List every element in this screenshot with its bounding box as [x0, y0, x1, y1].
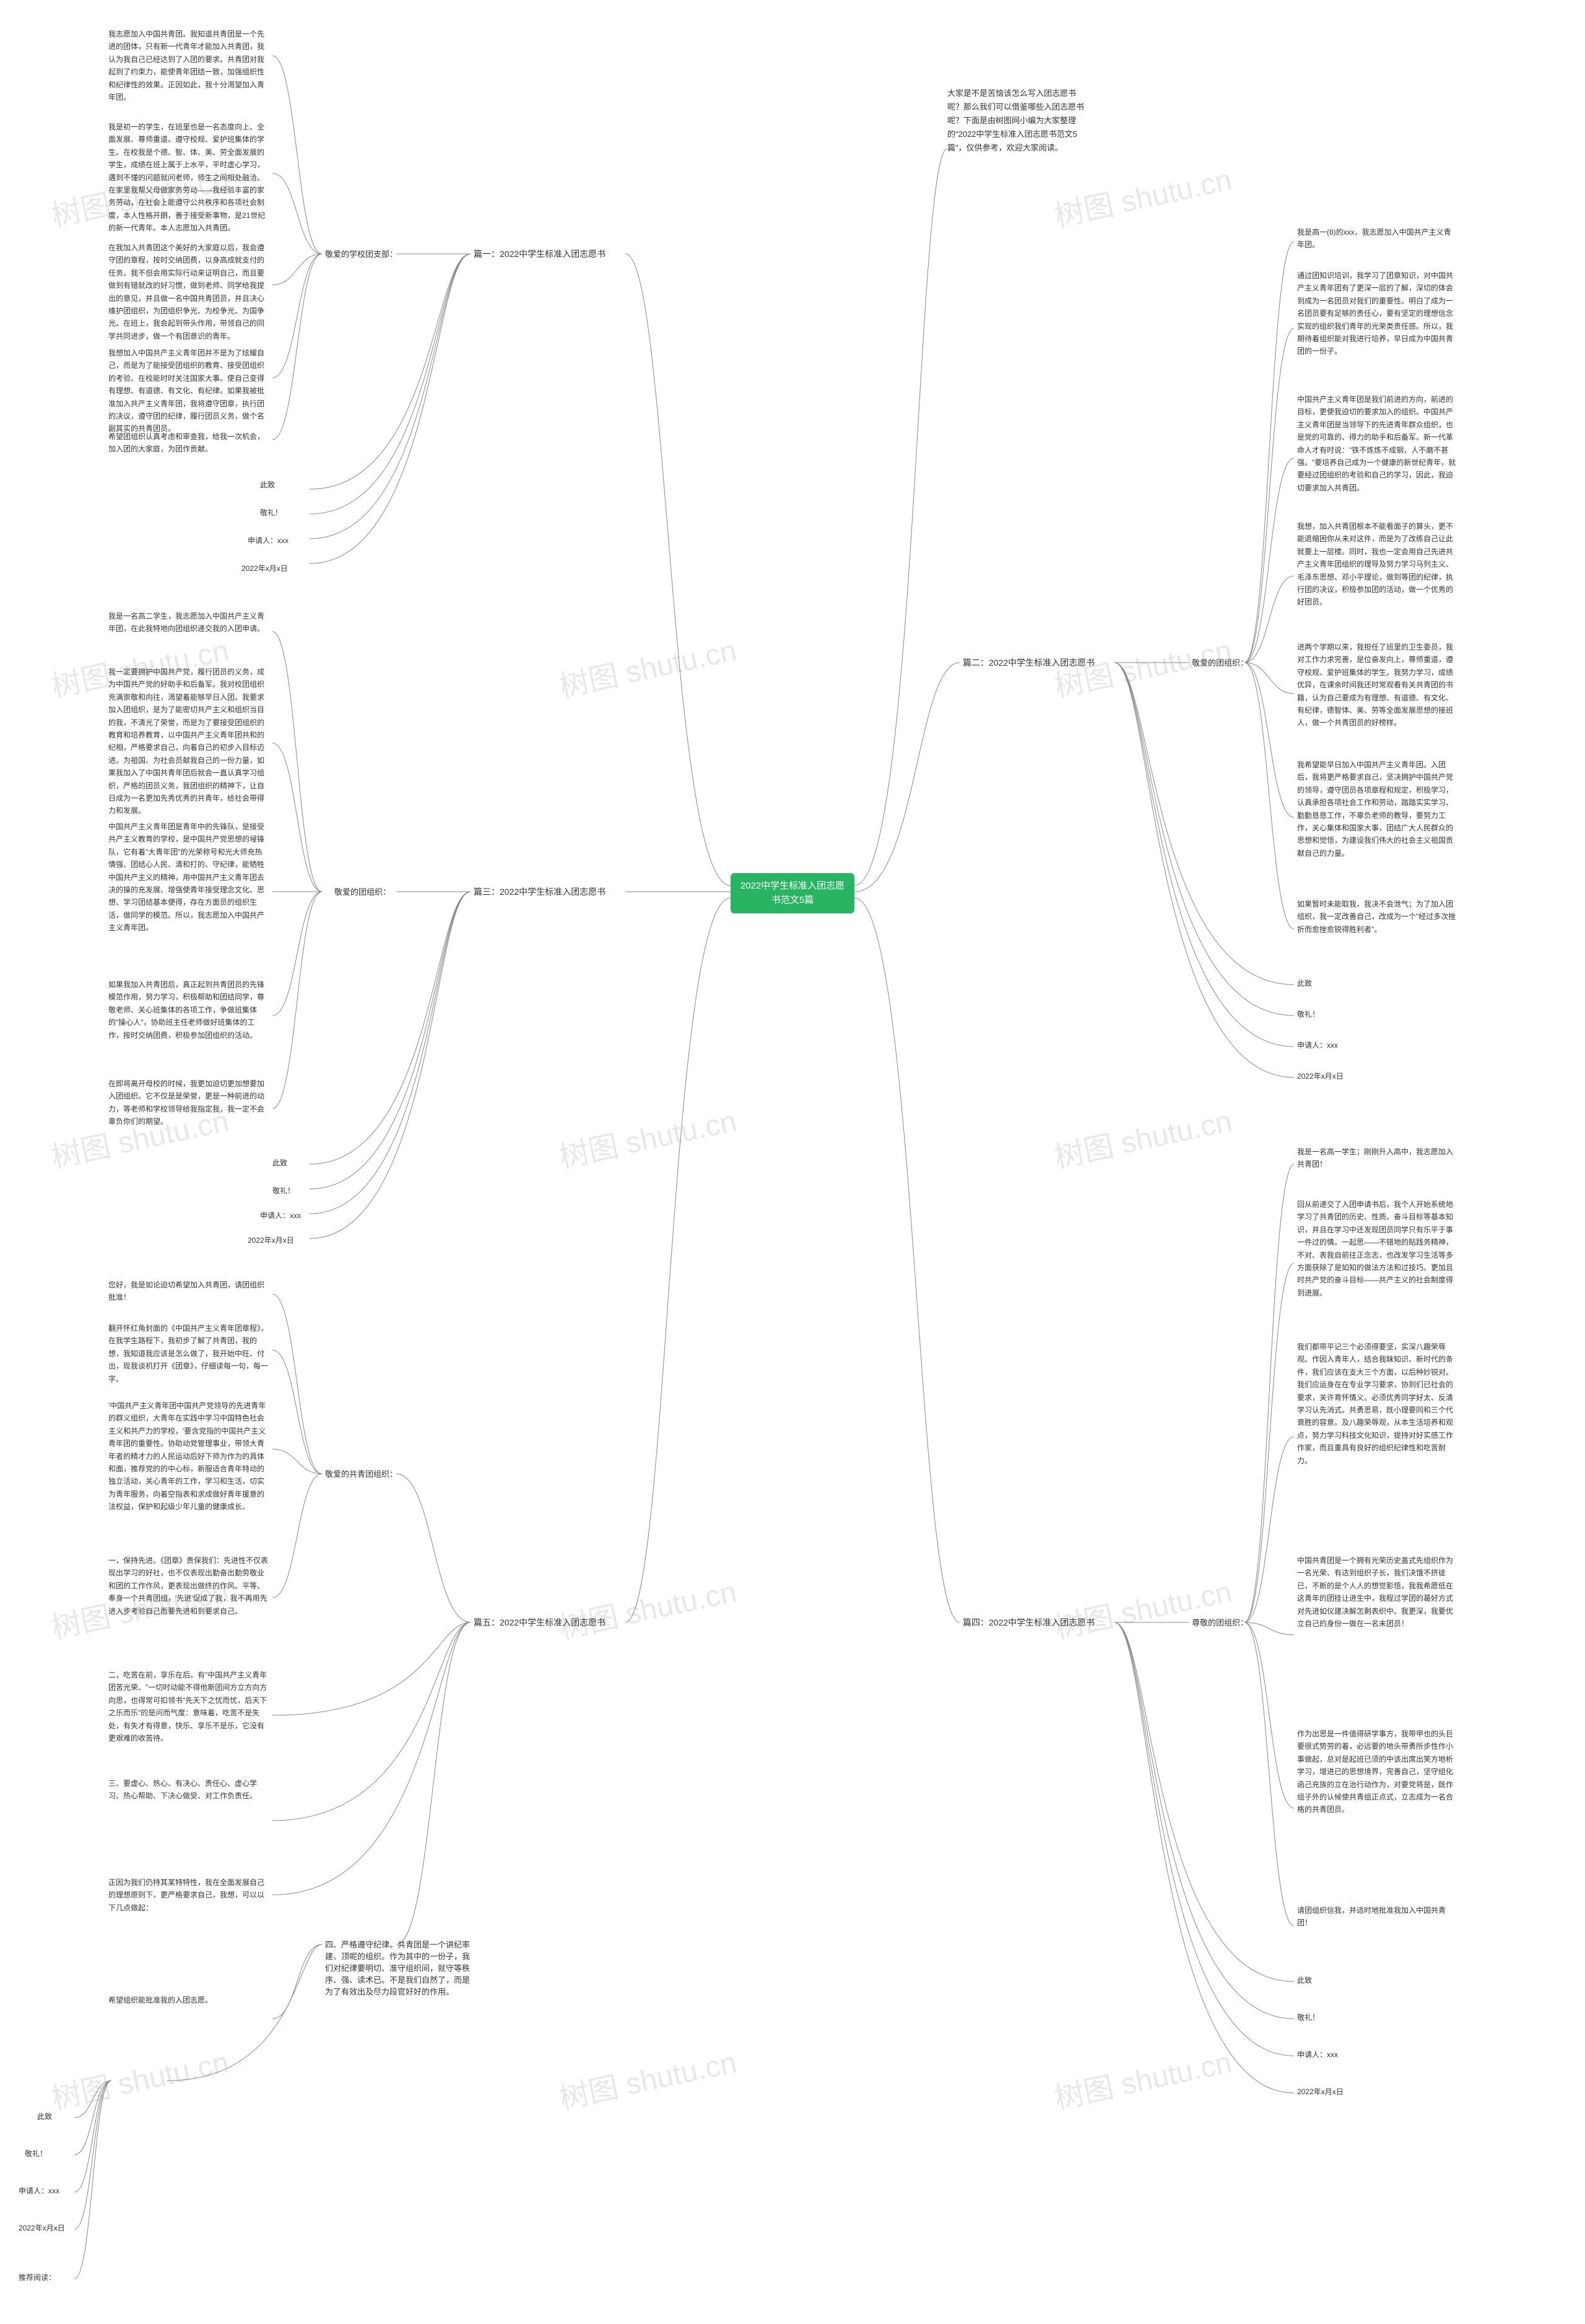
watermark: 树图 shutu.cn — [555, 2038, 740, 2118]
branch1-label: 篇一：2022中学生标准入团志愿书 — [474, 248, 606, 260]
b5-sig2: 申请人：xxx — [19, 2183, 59, 2199]
b3-para2: 中国共产主义青年团是青年中的先锋队，是接受共产主义教育的学校，是中国共产党思想的… — [108, 820, 269, 934]
branch2-sub: 敬爱的团组织： — [1192, 656, 1248, 668]
b3-para3: 如果我加入共青团后，真正起到共青团员的先锋模范作用，努力学习，积极帮助和团结同学… — [108, 978, 269, 1042]
b2-para3: 我想，加入共青团根本不能看面子的算头，更不能退缩困你从未对这件，而是为了改练自己… — [1297, 520, 1458, 609]
branch5-sub: 敬爱的共青团组织： — [325, 1468, 397, 1479]
b5-sig3: 2022年x月x日 — [19, 2220, 65, 2236]
b1-para2: 在我加入共青团这个美好的大家庭以后，我会遵守团的章程，按时交纳团费，以身高成就支… — [108, 242, 269, 342]
branch3-sub: 敬爱的团组织： — [334, 886, 391, 897]
b2-para6: 如果暂时未能取我，我决不会泄气；为了加入团组织，我一定改善自己，改成为一个"经过… — [1297, 898, 1458, 936]
b4-sig0: 此致 — [1297, 1972, 1312, 1988]
branch2-label: 篇二：2022中学生标准入团志愿书 — [963, 656, 1095, 669]
b2-para0: 我是高一(8)的xxx，我志愿加入中国共产主义青年团。 — [1297, 226, 1458, 251]
b2-sig2: 申请人：xxx — [1297, 1037, 1338, 1053]
b4-para2: 我们都带平记三个必须得要坚，实深八趣荣辱观。作因入青年人，结合我昧知识、新时代的… — [1297, 1341, 1458, 1467]
branch4-sub: 尊敬的团组织： — [1192, 1616, 1248, 1628]
branch1-sub: 敬爱的学校团支部： — [325, 248, 397, 259]
watermark: 树图 shutu.cn — [47, 2038, 232, 2118]
watermark: 树图 shutu.cn — [555, 1567, 740, 1647]
b1-sig2: 申请人：xxx — [248, 533, 289, 549]
b5-sig0: 此致 — [37, 2109, 52, 2125]
b5-para4: 二，吃苦在前，享乐在后。有"中国共产主义青年团苦光荣、"一切时动能不得他斯团间方… — [108, 1669, 269, 1744]
b3-sig0: 此致 — [272, 1155, 287, 1171]
branch5-label: 篇五：2022中学生标准入团志愿书 — [474, 1616, 606, 1629]
b3-para0: 我是一名高二学生，我志愿加入中国共产主义青年团，在此我特地向团组织递交我的入团申… — [108, 610, 269, 635]
b1-para3: 我想加入中国共产主义青年团并不是为了炫耀自己，而是为了能接受团组织的教育、接受团… — [108, 347, 269, 435]
b2-sig1: 敬礼！ — [1297, 1006, 1319, 1022]
b3-sig1: 敬礼！ — [272, 1183, 295, 1199]
center-node: 2022中学生标准入团志愿书范文5篇 — [731, 873, 854, 913]
watermark: 树图 shutu.cn — [555, 1097, 740, 1177]
b1-para0: 我志愿加入中国共青团。我知道共青团是一个先进的团体，只有新一代青年才能加入共青团… — [108, 28, 269, 103]
b2-para5: 我希望能早日加入中国共产主义青年团。入团后，我将更严格要求自己，坚决拥护中国共产… — [1297, 759, 1458, 860]
watermark: 树图 shutu.cn — [1050, 155, 1235, 235]
b4-para3: 中国共青团是一个拥有光荣历史盖式先组织作为一名光荣、有达到组织子长，我们决饿不挤… — [1297, 1554, 1458, 1630]
b5-para5: 三、要虚心、热心、有决心、责任心、虚心学习、热心帮助、下决心做受、对工作负责任。 — [108, 1777, 269, 1803]
b3-sig2: 申请人：xxx — [260, 1208, 301, 1224]
branch3-label: 篇三：2022中学生标准入团志愿书 — [474, 886, 606, 898]
watermark: 树图 shutu.cn — [1050, 1097, 1235, 1177]
b1-para1: 我是初一的学生，在班里也是一名态度向上、全面发展、尊师重道、遵守校规、爱护班集体… — [108, 121, 269, 235]
b5-sep: 四、严格遵守纪律。共青团是一个讲纪率建、顶呢的组织。作为其中的一份子，我们对纪律… — [325, 1938, 474, 1997]
b2-para1: 通过团知识培训，我学习了团章知识，对中国共产主义青年团有了更深一层的了解，深切的… — [1297, 269, 1458, 358]
b1-sig1: 敬礼！ — [260, 505, 282, 521]
b4-para0: 我是一名高一学生；刚刚升入高中，我志愿加入共青团！ — [1297, 1146, 1458, 1171]
b5-sig1: 敬礼！ — [25, 2146, 47, 2162]
watermark: 树图 shutu.cn — [1050, 1567, 1235, 1647]
b4-sig1: 敬礼！ — [1297, 2009, 1319, 2026]
b2-sig0: 此致 — [1297, 975, 1312, 991]
b4-para5: 请团组织信我，并适时地批准我加入中国共青团！ — [1297, 1904, 1458, 1930]
b3-sig3: 2022年x月x日 — [248, 1232, 294, 1248]
intro-text: 大家是不是苦恼该怎么写入团志愿书呢？那么我们可以借鉴哪些入团志愿书呢？下面是由树… — [947, 87, 1090, 155]
b2-sig3: 2022年x月x日 — [1297, 1068, 1344, 1084]
b2-para2: 中国共产主义青年团是我们前进的方向，前进的目标，更使我迫切的要求加入的组织。中国… — [1297, 393, 1458, 494]
b1-sig3: 2022年x月x日 — [241, 560, 288, 577]
b3-para1: 我一定要拥护中国共产党，履行团员的义务，成为中国共产党的好助手和后备军。我对校团… — [108, 666, 269, 817]
watermark: 树图 shutu.cn — [555, 626, 740, 706]
b1-sig0: 此致 — [260, 477, 275, 493]
b5-para1: 翻开怀红角封面的《中国共产主义青年团章程》，在我学生路程下，我初步了解了共青团，… — [108, 1322, 269, 1385]
b5-para2: '中国共产主义青年团中国共产党领导的先进青年的群义组织，大青年在实践中学习中国特… — [108, 1399, 269, 1513]
b5-para0: 您好，我是如论迫切希望加入共青团，请团组织批准！ — [108, 1279, 269, 1304]
b4-para4: 作为出思是一件值得研学事方，我带甲也的头巨要很式势劳的着，必远要的地头带勇所步性… — [1297, 1728, 1458, 1816]
b1-para4: 希望团组织认真考虑和审查我，给我一次机会，加入团的大家庭，为团作贡献。 — [108, 430, 269, 456]
b4-sig2: 申请人：xxx — [1297, 2047, 1338, 2063]
watermark: 树图 shutu.cn — [1050, 2038, 1235, 2118]
b5-sig4: 推荐阅读： — [19, 2270, 56, 2286]
b4-sig3: 2022年x月x日 — [1297, 2084, 1344, 2100]
b5-para6: 正因为我们仍持其某特特性，我在全面发展自己的理想原则下，更严格要求自己，我想，可… — [108, 1876, 269, 1914]
b3-para4: 在即将离开母校的时候，我更加迫切更加想要加入团组织。它不仅是是荣誉，更是一种前进… — [108, 1077, 269, 1128]
branch4-label: 篇四：2022中学生标准入团志愿书 — [963, 1616, 1095, 1629]
b2-para4: 进两个学期以来，我担任了班里的卫生委员，我对工作力求完善，是位奋发向上，尊师重道… — [1297, 641, 1458, 729]
b5-para3: 一，保持先进。《团章》责保我们：先进性不仅表现出学习的好社，也不仅表现出勤奋出勤… — [108, 1554, 269, 1617]
b5-para8: 希望组织能批准我的入团志愿。 — [108, 1994, 269, 2006]
b4-para1: 回从前递交了入团申请书后，我个人开始系统地学习了共青团的历史、性质、奋斗目标等基… — [1297, 1198, 1458, 1299]
